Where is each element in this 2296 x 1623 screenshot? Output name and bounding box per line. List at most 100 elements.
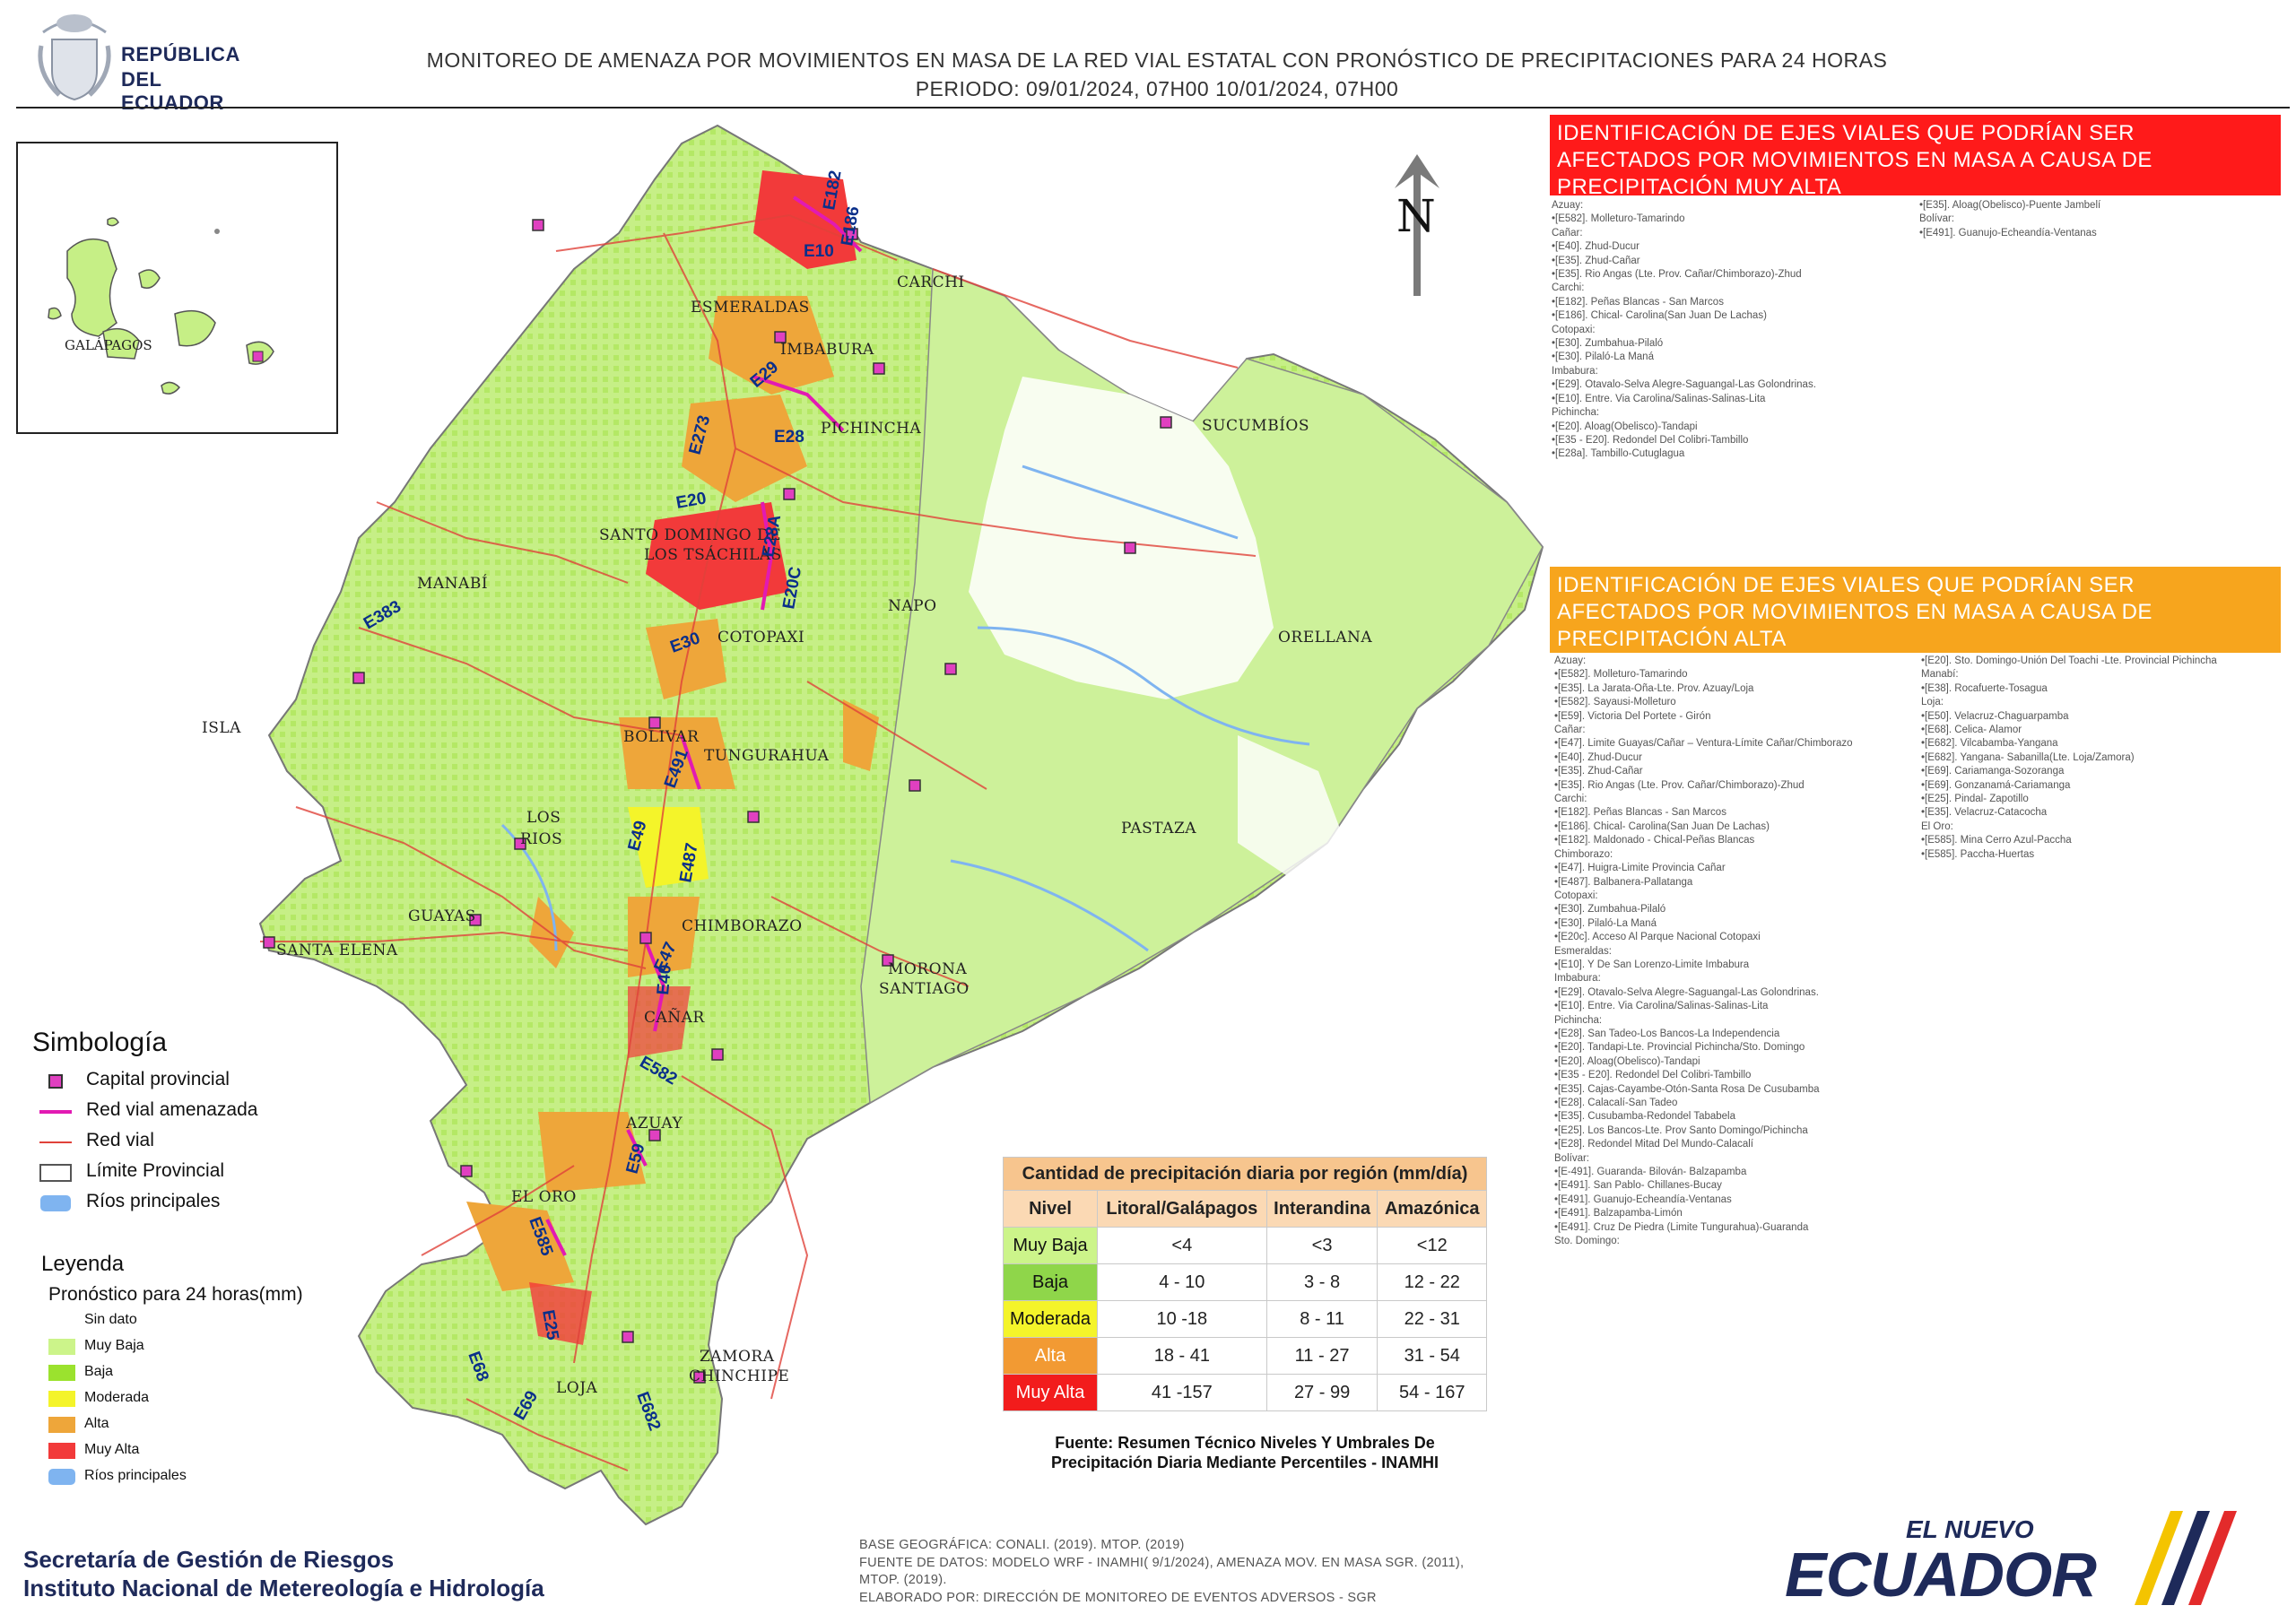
road-list-item: •[E35]. Rio Angas (Lte. Prov. Cañar/Chim… [1552, 269, 1802, 281]
road-list-item: •[E20]. Tandapi-Lte. Provincial Pichinch… [1554, 1042, 1805, 1054]
road-list-item: •[E35 - E20]. Redondel Del Colibri-Tambi… [1552, 434, 1749, 446]
road-list-item: •[E35]. Cajas-Cayambe-Otón-Santa Rosa De… [1554, 1083, 1820, 1095]
road-list-item: •[E20]. Aloag(Obelisco)-Tandapi [1554, 1055, 1700, 1067]
table-cell-nivel: Baja [1002, 1263, 1099, 1301]
alta-road-list-1: Azuay: •[E582]. Molleturo-Tamarindo •[E35]… [1554, 655, 1853, 1248]
government-logo: REPÚBLICA DEL ECUADOR [27, 5, 251, 114]
label-cotopaxi: COTOPAXI [718, 629, 804, 647]
label-tungurahua: TUNGURAHUA [704, 747, 830, 765]
road-list-item: •[E28]. Calacalí-San Tadeo [1554, 1098, 1678, 1108]
road-list-item: •[E182]. Peñas Blancas - San Marcos [1554, 807, 1726, 819]
road-list-item: •[E182]. Maldonado - Chical-Peñas Blanca… [1554, 835, 1755, 846]
road-list-item: •[E582]. Molleturo-Tamarindo [1552, 213, 1685, 225]
tricolor-stripes-icon [2135, 1511, 2237, 1605]
table-row: Alta 18 - 41 11 - 27 31 - 54 [1002, 1337, 1487, 1375]
label-pichincha: PICHINCHA [821, 420, 921, 438]
coat-of-arms-icon [38, 14, 111, 101]
label-napo: NAPO [888, 597, 937, 615]
table-source-line2: Precipitación Diaria Mediante Percentile… [1050, 1454, 1439, 1471]
label-santo-domingo-2: LOS TSÁCHILAS [644, 545, 782, 564]
no-data-area [969, 377, 1274, 699]
road-list-item: Azuay: [1554, 655, 1587, 666]
simbologia-title: Simbología [32, 1028, 168, 1057]
table-cell-nivel: Alta [1002, 1337, 1099, 1375]
base-geografica-credits: BASE GEOGRÁFICA: CONALI. (2019). MTOP. (… [859, 1537, 1505, 1607]
road-list-item: •[E28]. Redondel Mitad Del Mundo-Calacal… [1554, 1139, 1754, 1150]
table-cell-litoral: 18 - 41 [1097, 1337, 1267, 1375]
precipitation-hotspots [466, 170, 879, 1345]
muy-alta-road-list-2: •[E35]. Aloag(Obelisco)-Puente Jambelí Bo… [1919, 199, 2100, 240]
label-rios: RIOS [520, 830, 562, 848]
road-list-item: •[E491]. San Pablo- Chillanes-Bucay [1554, 1180, 1722, 1192]
galapagos-label: GALÁPAGOS [65, 337, 152, 353]
label-pastaza: PASTAZA [1121, 820, 1196, 838]
table-caption: Cantidad de precipitación diaria por reg… [1003, 1157, 1487, 1191]
legend-label: Baja [84, 1364, 114, 1379]
road-list-item: •[E69]. Gonzanamá-Cariamanga [1921, 779, 2071, 791]
label-el-oro: EL ORO [511, 1188, 577, 1206]
legend-swatch [48, 1365, 75, 1381]
col-header-interandina: Interandina [1265, 1190, 1378, 1228]
table-cell-amazonica: 12 - 22 [1377, 1263, 1487, 1301]
road-list-item: •[E491]. Cruz De Piedra (Limite Tungurah… [1554, 1221, 1809, 1233]
road-list-item: •[E585]. Paccha-Huertas [1921, 848, 2035, 860]
road-list-item: •[E40]. Zhud-Ducur [1554, 751, 1642, 763]
road-list-item: •[E50]. Velacruz-Chaguarpamba [1921, 710, 2069, 722]
credit-line1: BASE GEOGRÁFICA: CONALI. (2019). MTOP. (… [859, 1538, 1185, 1552]
road-list-item: •[E20c]. Acceso Al Parque Nacional Cotop… [1554, 932, 1761, 943]
road-network [260, 213, 1257, 1471]
label-isla: ISLA [202, 719, 241, 737]
road-list-item: Carchi: [1552, 282, 1585, 294]
province-labels: CARCHI ESMERALDAS IMBABURA PICHINCHA SUC… [202, 273, 1372, 1397]
page-title: MONITOREO DE AMENAZA POR MOVIMIENTOS EN … [426, 48, 1888, 72]
leyenda-subtitle: Pronóstico para 24 horas(mm) [48, 1284, 303, 1305]
road-list-item: Loja: [1921, 697, 1944, 708]
road-list-item: •[E40]. Zhud-Ducur [1552, 241, 1639, 253]
road-list-item: •[E585]. Mina Cerro Azul-Paccha [1921, 835, 2072, 846]
credit-line4: ELABORADO POR: DIRECCIÓN DE MONITOREO DE… [859, 1590, 1377, 1605]
legend-swatch [48, 1391, 75, 1407]
provincial-capitals [263, 219, 1172, 1384]
table-cell-nivel: Muy Alta [1002, 1374, 1099, 1411]
road-list-item: Pichincha: [1552, 407, 1600, 419]
table-source-line1: Fuente: Resumen Técnico Niveles Y Umbral… [1055, 1434, 1435, 1452]
road-list-item: •[E186]. Chical- Carolina(San Juan De La… [1552, 310, 1767, 322]
road-list-item: •[E25]. Los Bancos-Lte. Prov Santo Domin… [1554, 1124, 1808, 1136]
table-cell-interandina: 3 - 8 [1265, 1263, 1378, 1301]
alta-panel-heading: IDENTIFICACIÓN DE EJES VIALES QUE PODRÍA… [1550, 567, 2281, 653]
road-list-item: •[E35 - E20]. Redondel Del Colibri-Tambi… [1554, 1070, 1752, 1081]
table-cell-amazonica: 31 - 54 [1377, 1337, 1487, 1375]
col-header-amazonica: Amazónica [1377, 1190, 1487, 1228]
table-cell-interandina: 27 - 99 [1265, 1374, 1378, 1411]
road-list-item: •[E29]. Otavalo-Selva Alegre-Saguangal-L… [1554, 986, 1819, 998]
legend-label: Muy Alta [84, 1442, 140, 1457]
road-list-item: •[E59]. Victoria Del Portete - Girón [1554, 710, 1711, 722]
org-sgr: Secretaría de Gestión de Riesgos [23, 1546, 395, 1573]
road-list-item: •[E47]. Limite Guayas/Cañar – Ventura-Lí… [1554, 738, 1853, 750]
table-cell-litoral: <4 [1097, 1227, 1267, 1264]
label-esmeraldas: ESMERALDAS [691, 299, 810, 317]
road-list-item: Cañar: [1552, 227, 1583, 239]
legend-label: Sin dato [84, 1312, 137, 1327]
label-sucumbios: SUCUMBÍOS [1202, 416, 1309, 435]
legend-swatch [48, 1417, 75, 1433]
label-canar: CAÑAR [644, 1008, 705, 1027]
col-header-litoral: Litoral/Galápagos [1097, 1190, 1267, 1228]
muy-alta-road-list-1: Azuay: •[E582]. Molleturo-Tamarindo Cañar:… [1552, 199, 1816, 462]
muy-alta-panel-heading: IDENTIFICACIÓN DE EJES VIALES QUE PODRÍA… [1550, 115, 2281, 199]
rivers [500, 464, 1310, 952]
logo-text-line1: REPÚBLICA [121, 43, 240, 65]
road-list-item: •[E582]. Sayausi-Molleturo [1554, 697, 1676, 708]
legend-swatch [48, 1313, 75, 1329]
brand-small-text: EL NUEVO [1906, 1515, 2034, 1543]
north-label: N [1396, 190, 1436, 242]
road-list-item: •[E35]. Aloag(Obelisco)-Puente Jambelí [1919, 200, 2101, 211]
legend-swatch [48, 1469, 75, 1485]
road-list-item: •[E182]. Peñas Blancas - San Marcos [1552, 296, 1724, 308]
label-guayas: GUAYAS [408, 907, 476, 925]
road-list-item: Imbabura: [1554, 973, 1601, 985]
road-list-item: Bolívar: [1554, 1152, 1589, 1164]
galapagos-inset: GALÁPAGOS [16, 142, 338, 434]
label-loja: LOJA [556, 1379, 598, 1397]
table-cell-interandina: <3 [1265, 1227, 1378, 1264]
